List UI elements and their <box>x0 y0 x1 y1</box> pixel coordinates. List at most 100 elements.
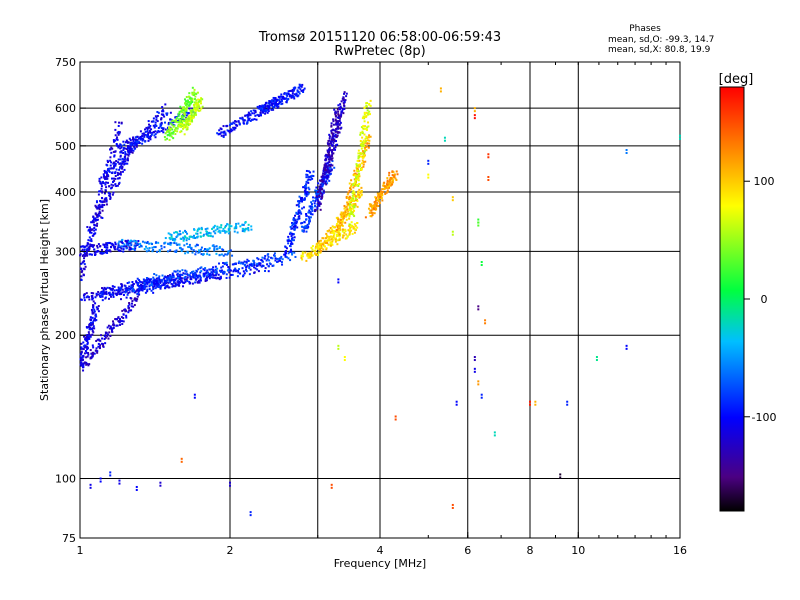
data-point <box>344 229 347 232</box>
data-point <box>339 121 342 124</box>
data-point <box>297 91 300 94</box>
data-point <box>153 126 156 129</box>
data-point <box>355 184 358 187</box>
chart-subtitle: RwPretec (8p) <box>334 44 425 59</box>
data-point <box>137 243 140 246</box>
data-point <box>316 195 319 198</box>
data-point <box>304 184 307 187</box>
data-point <box>296 218 299 221</box>
data-point <box>302 230 305 233</box>
data-point <box>393 176 396 179</box>
data-point <box>91 220 94 223</box>
data-point <box>204 267 207 270</box>
data-point <box>376 192 379 195</box>
data-point <box>193 113 196 116</box>
data-point <box>348 228 351 231</box>
data-point <box>145 281 148 284</box>
data-point <box>391 181 394 184</box>
data-point <box>117 242 120 245</box>
data-point <box>286 98 289 101</box>
data-point <box>322 237 325 240</box>
data-point <box>201 228 204 231</box>
data-point <box>291 242 294 245</box>
data-point <box>267 253 270 256</box>
data-point <box>162 113 165 116</box>
data-point <box>152 124 155 127</box>
data-point <box>360 145 363 148</box>
data-point <box>252 109 255 112</box>
data-point <box>176 272 179 275</box>
data-point <box>331 237 334 240</box>
data-point <box>340 214 343 217</box>
data-point <box>337 110 340 113</box>
data-point <box>259 262 262 265</box>
data-point <box>294 226 297 229</box>
data-point <box>92 353 95 356</box>
data-point <box>117 158 120 161</box>
data-point <box>180 108 183 111</box>
data-point <box>366 142 369 145</box>
data-point <box>127 311 130 314</box>
data-point <box>298 215 301 218</box>
data-point <box>224 224 227 227</box>
data-point <box>299 84 302 87</box>
data-point <box>81 356 84 359</box>
data-point <box>110 146 113 149</box>
data-point <box>184 126 187 129</box>
data-point <box>82 253 85 256</box>
data-point <box>176 273 179 276</box>
data-point <box>194 271 197 274</box>
data-point <box>193 105 196 108</box>
data-point <box>184 236 187 239</box>
data-point <box>357 165 360 168</box>
data-point <box>309 171 312 174</box>
data-point <box>290 235 293 238</box>
data-point <box>199 276 202 279</box>
data-point <box>178 230 181 233</box>
data-point <box>179 131 182 134</box>
data-point <box>122 248 125 251</box>
data-point <box>97 290 100 293</box>
data-point <box>301 83 304 86</box>
data-point <box>308 217 311 220</box>
data-point <box>111 147 114 150</box>
data-point <box>188 274 191 277</box>
data-point <box>625 148 628 151</box>
data-point <box>183 244 186 247</box>
data-point <box>361 117 364 120</box>
data-point <box>180 116 183 119</box>
data-point <box>352 186 355 189</box>
data-point <box>310 253 313 256</box>
data-point <box>208 231 211 234</box>
data-point <box>80 347 83 350</box>
data-point <box>122 140 125 143</box>
data-point <box>306 191 309 194</box>
data-point <box>368 212 371 215</box>
data-point <box>226 223 229 226</box>
data-point <box>214 271 217 274</box>
data-point <box>89 243 92 246</box>
data-point <box>208 247 211 250</box>
data-point <box>163 282 166 285</box>
data-point <box>473 117 476 120</box>
data-point <box>100 342 103 345</box>
data-point <box>363 117 366 120</box>
data-point <box>112 191 115 194</box>
data-point <box>229 124 232 127</box>
data-point <box>261 264 264 267</box>
data-point <box>331 140 334 143</box>
data-point <box>214 229 217 232</box>
data-point <box>340 126 343 129</box>
data-point <box>188 116 191 119</box>
data-point <box>152 117 155 120</box>
data-point <box>98 180 101 183</box>
data-point <box>125 314 128 317</box>
data-point <box>188 107 191 110</box>
data-point <box>195 113 198 116</box>
data-point <box>380 197 383 200</box>
data-point <box>105 293 108 296</box>
data-point <box>357 152 360 155</box>
data-point <box>187 95 190 98</box>
data-point <box>250 225 253 228</box>
data-point <box>321 243 324 246</box>
